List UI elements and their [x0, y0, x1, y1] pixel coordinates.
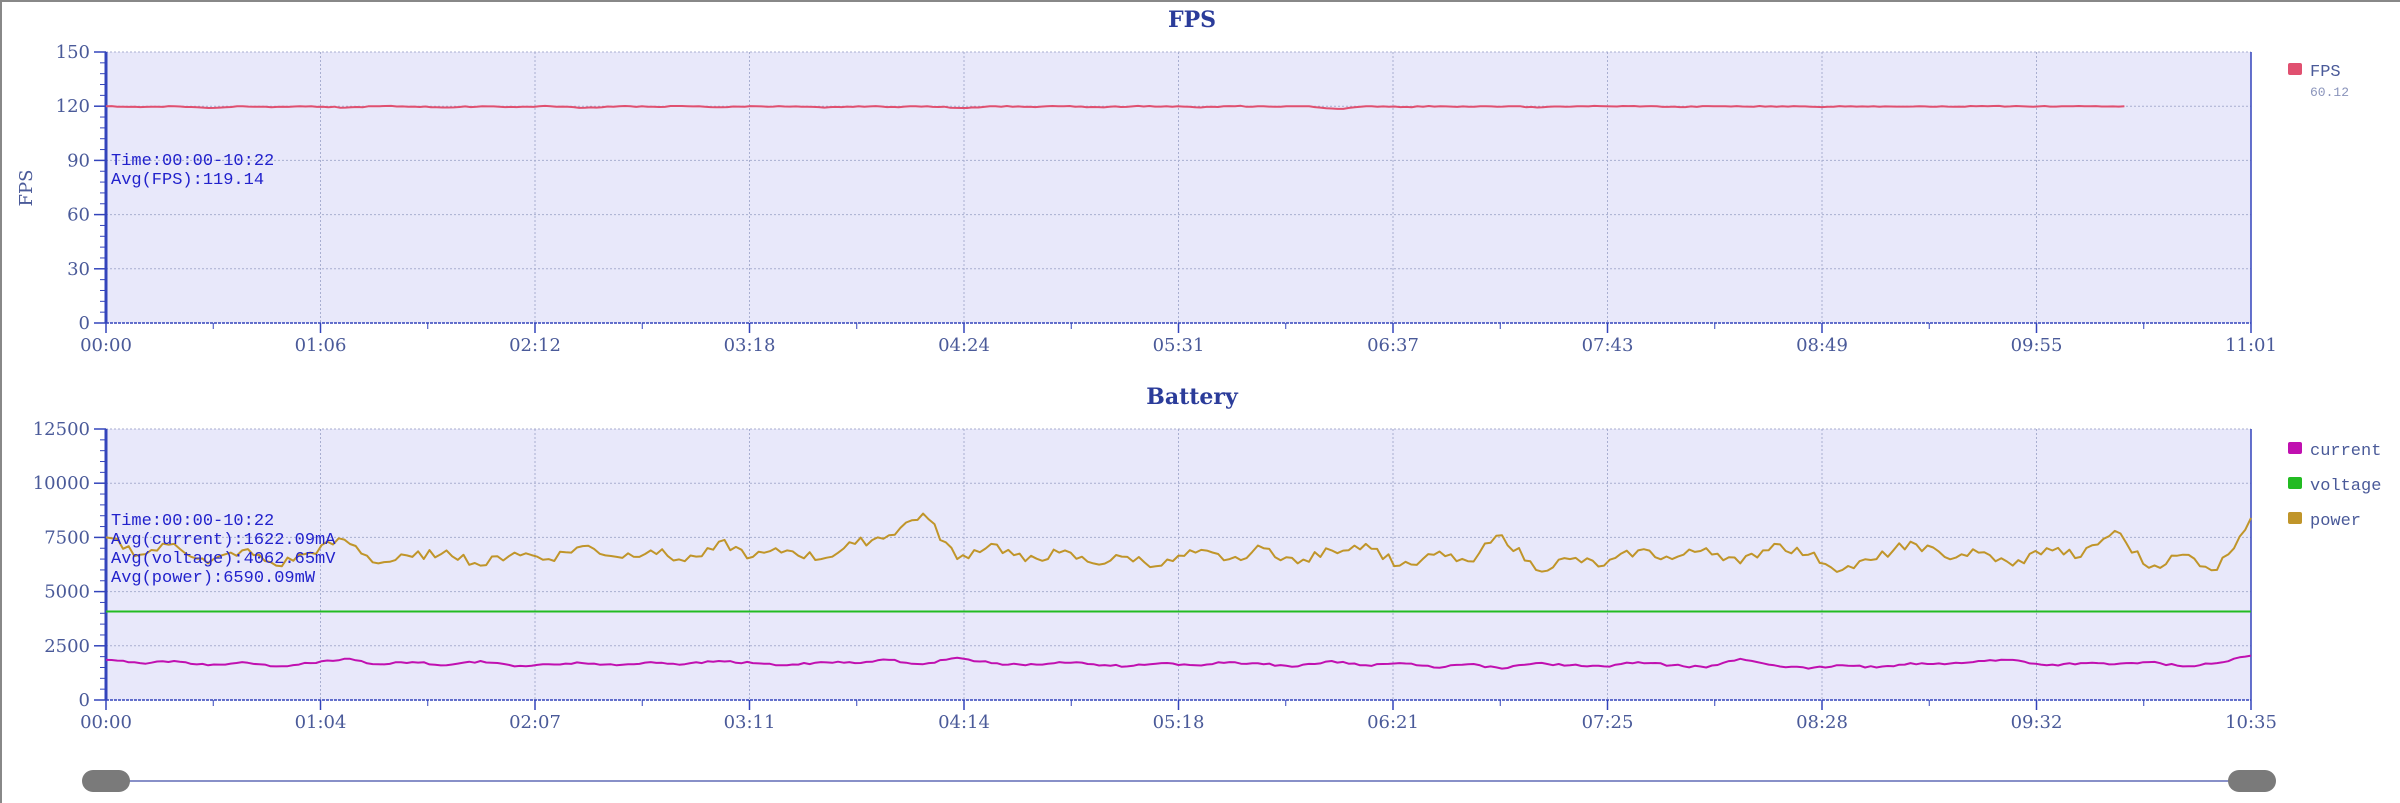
fps-annotation-line: Time:00:00-10:22 — [111, 152, 274, 171]
battery-legend-item-voltage[interactable]: voltage — [2288, 477, 2381, 496]
battery-x-tick-label: 07:25 — [1582, 712, 1634, 733]
fps-legend-item-fps[interactable]: FPS 60.12 — [2288, 63, 2349, 100]
battery-series-current-line — [105, 654, 2252, 670]
fps-annotation-line: Avg(FPS):119.14 — [111, 171, 264, 190]
battery-annotation-line: Time:00:00-10:22 — [111, 512, 274, 531]
fps-x-tick-label: 11:01 — [2225, 335, 2277, 356]
legend-label: power — [2310, 512, 2361, 531]
fps-x-tick-label: 09:55 — [2011, 335, 2063, 356]
battery-y-tick-label: 12500 — [33, 419, 90, 440]
fps-y-tick-label: 30 — [67, 259, 90, 280]
battery-annotation-line: Avg(voltage):4062.65mV — [111, 550, 336, 569]
battery-x-tick-label: 02:07 — [509, 712, 561, 733]
legend-swatch-icon — [2288, 512, 2302, 524]
legend-sub-value: 60.12 — [2310, 85, 2349, 100]
battery-y-tick-label: 0 — [79, 690, 90, 711]
fps-x-tick-label: 06:37 — [1367, 335, 1419, 356]
fps-x-tick-label: 04:24 — [938, 335, 990, 356]
fps-x-tick-label: 00:00 — [80, 335, 132, 356]
battery-legend-item-current[interactable]: current — [2288, 442, 2381, 461]
legend-label: current — [2310, 442, 2381, 461]
fps-chart-title: FPS — [1168, 7, 1216, 33]
fps-x-tick-label: 01:06 — [295, 335, 347, 356]
battery-y-tick-label: 7500 — [44, 527, 90, 548]
battery-x-tick-label: 08:28 — [1796, 712, 1848, 733]
fps-series-fps-line — [105, 104, 2125, 110]
fps-y-tick-label: 90 — [67, 150, 90, 171]
legend-label: FPS — [2310, 63, 2341, 82]
fps-x-tick-label: 07:43 — [1582, 335, 1634, 356]
battery-x-tick-label: 04:14 — [938, 712, 990, 733]
fps-y-tick-label: 120 — [56, 96, 90, 117]
legend-swatch-icon — [2288, 442, 2302, 454]
battery-x-tick-label: 06:21 — [1367, 712, 1419, 733]
battery-chart-title: Battery — [1146, 384, 1239, 410]
slider-handle-left[interactable] — [82, 770, 130, 792]
fps-y-tick-label: 150 — [56, 42, 90, 63]
battery-x-tick-label: 00:00 — [80, 712, 132, 733]
fps-x-tick-label: 02:12 — [509, 335, 561, 356]
fps-x-tick-label: 05:31 — [1153, 335, 1205, 356]
slider-handle-right[interactable] — [2228, 770, 2276, 792]
battery-x-tick-label: 01:04 — [295, 712, 347, 733]
battery-x-tick-label: 03:11 — [724, 712, 776, 733]
legend-swatch-icon — [2288, 477, 2302, 489]
battery-legend-item-power[interactable]: power — [2288, 512, 2361, 531]
battery-x-tick-label: 05:18 — [1153, 712, 1205, 733]
legend-label: voltage — [2310, 477, 2381, 496]
battery-y-tick-label: 2500 — [44, 636, 90, 657]
battery-x-tick-label: 10:35 — [2225, 712, 2277, 733]
fps-y-axis-label: FPS — [16, 170, 37, 207]
time-range-slider[interactable] — [82, 770, 2276, 792]
battery-series-power-line — [105, 512, 2252, 573]
battery-y-tick-label: 10000 — [33, 473, 90, 494]
fps-x-tick-label: 08:49 — [1796, 335, 1848, 356]
legend-swatch-icon — [2288, 63, 2302, 75]
battery-x-tick-label: 09:32 — [2011, 712, 2063, 733]
battery-annotation-line: Avg(power):6590.09mW — [111, 569, 316, 588]
fps-x-tick-label: 03:18 — [724, 335, 776, 356]
fps-y-tick-label: 0 — [79, 313, 90, 334]
battery-annotation-line: Avg(current):1622.09mA — [111, 531, 336, 550]
fps-y-tick-label: 60 — [67, 205, 90, 226]
battery-y-tick-label: 5000 — [44, 582, 90, 603]
